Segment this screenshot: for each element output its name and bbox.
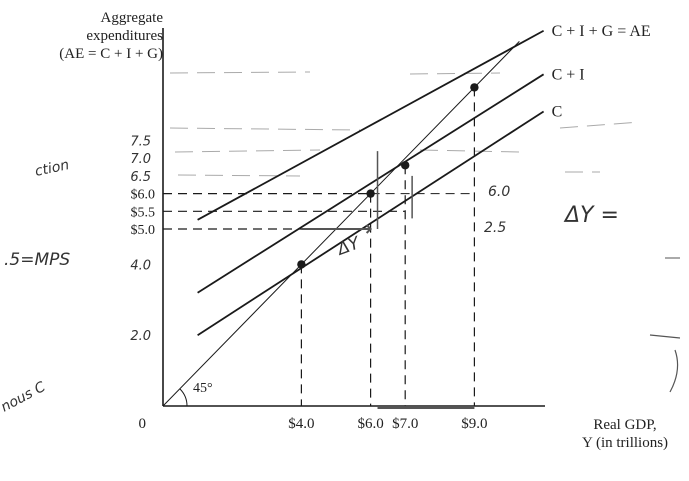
pencil-guide-4 — [420, 150, 520, 152]
series-label-2: C — [552, 103, 563, 120]
annotation-delta-y-eq: ΔY = — [563, 203, 619, 228]
x-tick-1: $6.0 — [357, 416, 383, 432]
y-tick-1: $5.5 — [131, 205, 156, 220]
equilibrium-point-1 — [366, 189, 374, 197]
x-axis-title-1: Real GDP, — [593, 417, 656, 433]
annotation-nous-c: nous C — [0, 379, 48, 416]
angle-arc — [180, 389, 187, 406]
x-tick-3: $9.0 — [461, 416, 487, 432]
annotation-delta-y: ΔY — [333, 233, 364, 261]
annotation-ction: ction — [34, 157, 71, 180]
pencil-guide-3 — [175, 150, 320, 152]
handwritten-y-4: 2.0 — [130, 329, 151, 344]
annotation-mps: .5=MPS — [4, 250, 70, 270]
series-label-1: C + I — [552, 66, 585, 83]
y-axis-title-1: Aggregate — [101, 10, 164, 26]
x-axis-title-2: Y (in trillions) — [582, 435, 668, 451]
annotation-6-0: 6.0 — [488, 184, 510, 200]
y-tick-0: $6.0 — [131, 188, 156, 203]
equilibrium-point-2 — [401, 161, 409, 169]
handwritten-y-1: 7.0 — [130, 152, 151, 167]
series-label-0: C + I + G = AE — [552, 23, 651, 40]
line-45-degree — [163, 41, 519, 406]
equilibrium-point-0 — [297, 260, 305, 268]
y-axis-title-2: expenditures — [86, 28, 163, 44]
y-tick-2: $5.0 — [131, 223, 156, 238]
handwritten-y-2: 6.5 — [130, 170, 151, 185]
handwritten-y-0: 7.5 — [130, 135, 151, 150]
equilibrium-point-3 — [470, 83, 478, 91]
y-axis-title-3: (AE = C + I + G) — [59, 46, 163, 62]
origin-label: 0 — [139, 416, 147, 432]
pencil-guide-6 — [178, 175, 300, 176]
pencil-mark-right-1 — [650, 335, 680, 338]
pencil-guide-1 — [410, 73, 500, 74]
x-tick-2: $7.0 — [392, 416, 418, 432]
handwritten-y-3: 4.0 — [130, 258, 151, 273]
angle-label: 45° — [193, 381, 213, 396]
pencil-guide-0 — [170, 72, 310, 73]
pencil-mark-right-2 — [670, 350, 678, 392]
annotation-2-5: 2.5 — [484, 220, 506, 236]
pencil-guide-2 — [170, 128, 360, 130]
axes — [163, 28, 545, 406]
pencil-guide-5 — [560, 122, 640, 128]
x-tick-0: $4.0 — [288, 416, 314, 432]
